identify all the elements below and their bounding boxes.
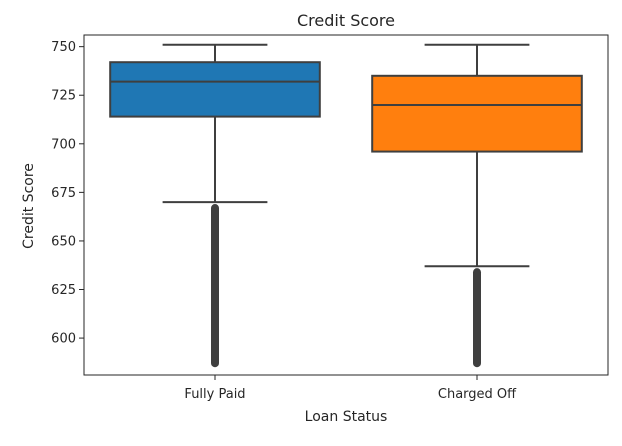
y-tick-label: 625 <box>51 283 76 298</box>
y-tick-label: 725 <box>51 89 76 104</box>
y-tick-label: 700 <box>51 137 76 152</box>
x-axis-label: Loan Status <box>305 409 388 425</box>
plot-frame <box>83 34 609 376</box>
y-axis-label: Credit Score <box>21 163 37 249</box>
chart-title: Credit Score <box>297 11 395 30</box>
box <box>109 61 321 118</box>
outliers-band <box>211 204 219 368</box>
y-tick-label: 650 <box>51 234 76 249</box>
x-tick-label: Fully Paid <box>184 387 245 402</box>
box <box>371 74 583 153</box>
y-tick-label: 600 <box>51 332 76 347</box>
y-tick-label: 675 <box>51 186 76 201</box>
outliers-band <box>473 268 481 368</box>
y-tick-label: 750 <box>51 40 76 55</box>
plot-area: 600 625 650 675 700 725 750 Fully Paid Charged O… <box>51 40 583 402</box>
x-tick-label: Charged Off <box>438 387 517 402</box>
